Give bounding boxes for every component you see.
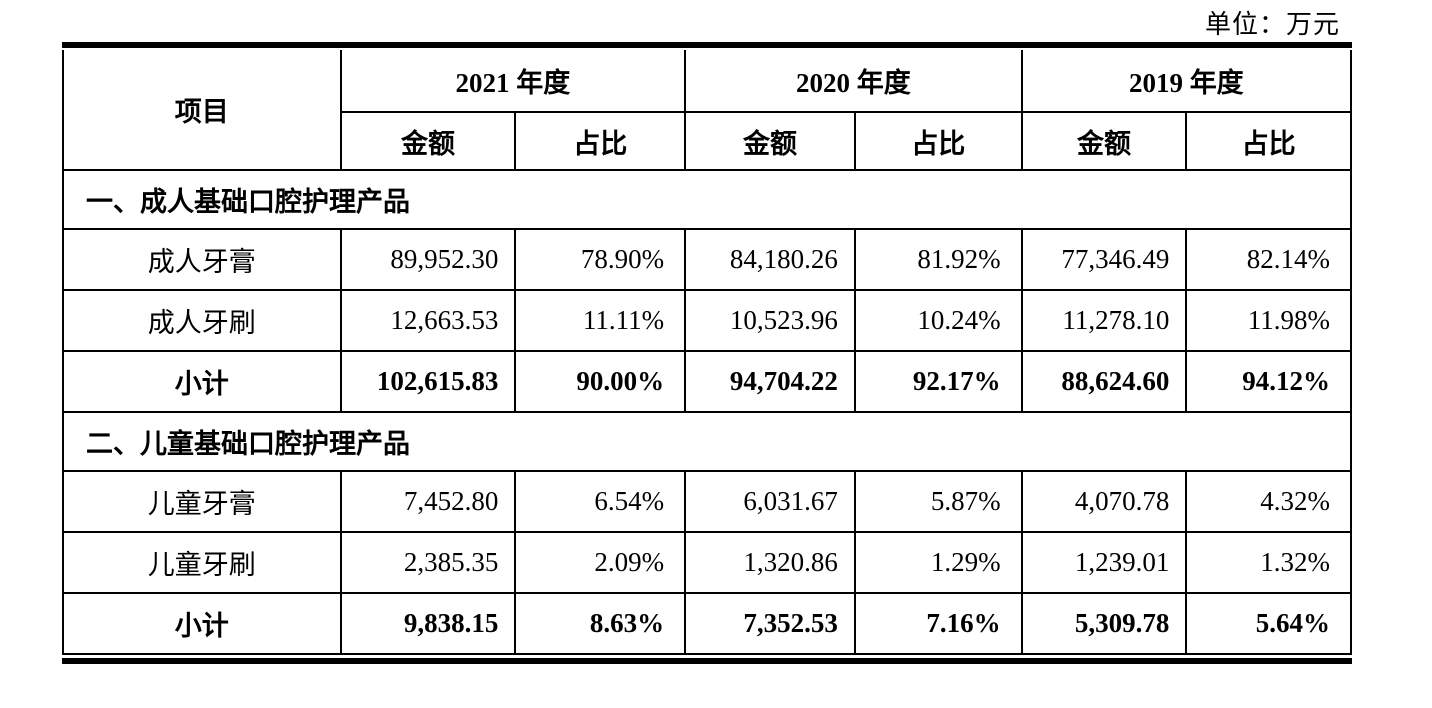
row-label: 小计 <box>62 350 342 413</box>
table-row-adult-toothpaste: 成人牙膏 89,952.30 78.90% 84,180.26 81.92% 7… <box>62 228 1352 291</box>
ratio-2019: 5.64% <box>1185 592 1352 655</box>
column-header-item: 项目 <box>62 50 342 171</box>
ratio-2021: 6.54% <box>514 470 687 533</box>
section-header-children: 二、儿童基础口腔护理产品 <box>62 411 1352 472</box>
ratio-2020: 5.87% <box>853 470 1023 533</box>
amount-2019: 5,309.78 <box>1020 592 1188 655</box>
column-header-amount-2019: 金额 <box>1020 111 1188 171</box>
ratio-2019: 1.32% <box>1185 531 1352 594</box>
column-header-year-2020: 2020 年度 <box>684 50 1023 113</box>
top-double-rule <box>62 42 1352 48</box>
section-header-adult: 一、成人基础口腔护理产品 <box>62 169 1352 230</box>
section-title: 一、成人基础口腔护理产品 <box>62 169 1352 230</box>
header-row-years: 项目 2021 年度 2020 年度 2019 年度 <box>62 50 1353 171</box>
table-row-children-toothbrush: 儿童牙刷 2,385.35 2.09% 1,320.86 1.29% 1,239… <box>62 531 1352 594</box>
table-row-children-toothpaste: 儿童牙膏 7,452.80 6.54% 6,031.67 5.87% 4,070… <box>62 470 1352 533</box>
header-row-subcolumns: 金额 占比 金额 占比 金额 占比 <box>63 111 1352 171</box>
amount-2019: 1,239.01 <box>1020 531 1188 594</box>
bottom-double-rule <box>62 658 1352 664</box>
column-header-ratio-2020: 占比 <box>853 111 1023 171</box>
table-row-adult-toothbrush: 成人牙刷 12,663.53 11.11% 10,523.96 10.24% 1… <box>62 289 1352 352</box>
amount-2019: 11,278.10 <box>1020 289 1188 352</box>
row-label: 成人牙刷 <box>62 289 342 352</box>
ratio-2019: 82.14% <box>1185 228 1352 291</box>
ratio-2020: 81.92% <box>853 228 1023 291</box>
amount-2019: 4,070.78 <box>1020 470 1188 533</box>
table-row-adult-subtotal: 小计 102,615.83 90.00% 94,704.22 92.17% 88… <box>62 350 1352 413</box>
column-header-amount-2021: 金额 <box>339 111 517 171</box>
row-label: 小计 <box>62 592 342 655</box>
column-header-ratio-2019: 占比 <box>1185 111 1352 171</box>
ratio-2021: 90.00% <box>514 350 687 413</box>
ratio-2019: 11.98% <box>1185 289 1352 352</box>
row-label: 成人牙膏 <box>62 228 342 291</box>
row-label: 儿童牙刷 <box>62 531 342 594</box>
ratio-2021: 2.09% <box>514 531 687 594</box>
amount-2021: 9,838.15 <box>339 592 517 655</box>
amount-2019: 77,346.49 <box>1020 228 1188 291</box>
amount-2020: 84,180.26 <box>684 228 856 291</box>
unit-label: 单位：万元 <box>1204 10 1340 39</box>
amount-2020: 7,352.53 <box>684 592 856 655</box>
amount-2021: 102,615.83 <box>339 350 517 413</box>
ratio-2020: 7.16% <box>853 592 1023 655</box>
ratio-2020: 92.17% <box>853 350 1023 413</box>
amount-2020: 10,523.96 <box>684 289 856 352</box>
column-header-amount-2020: 金额 <box>684 111 856 171</box>
amount-2021: 89,952.30 <box>339 228 517 291</box>
ratio-2019: 4.32% <box>1185 470 1352 533</box>
row-label: 儿童牙膏 <box>62 470 342 533</box>
ratio-2021: 8.63% <box>514 592 687 655</box>
section-title: 二、儿童基础口腔护理产品 <box>62 411 1352 472</box>
column-header-year-2021: 2021 年度 <box>339 50 687 113</box>
revenue-breakdown-table: 项目 2021 年度 2020 年度 2019 年度 金额 占比 金额 占比 金… <box>62 50 1353 655</box>
ratio-2021: 78.90% <box>514 228 687 291</box>
ratio-2021: 11.11% <box>514 289 687 352</box>
amount-2021: 12,663.53 <box>339 289 517 352</box>
amount-2020: 1,320.86 <box>684 531 856 594</box>
table-row-children-subtotal: 小计 9,838.15 8.63% 7,352.53 7.16% 5,309.7… <box>62 592 1352 655</box>
amount-2020: 94,704.22 <box>684 350 856 413</box>
amount-2019: 88,624.60 <box>1020 350 1188 413</box>
column-header-year-2019: 2019 年度 <box>1020 50 1353 113</box>
column-header-ratio-2021: 占比 <box>514 111 687 171</box>
ratio-2020: 10.24% <box>853 289 1023 352</box>
amount-2021: 2,385.35 <box>339 531 517 594</box>
ratio-2019: 94.12% <box>1185 350 1352 413</box>
ratio-2020: 1.29% <box>853 531 1023 594</box>
amount-2021: 7,452.80 <box>339 470 517 533</box>
amount-2020: 6,031.67 <box>684 470 856 533</box>
